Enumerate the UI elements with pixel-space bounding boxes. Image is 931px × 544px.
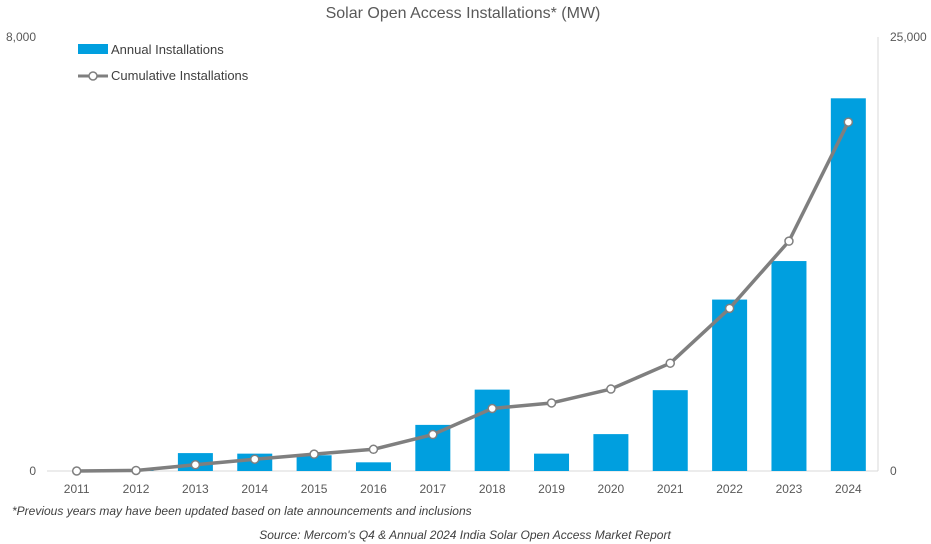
y-left-tick-label: 8,000	[6, 30, 36, 44]
x-tick-label: 2014	[241, 482, 268, 496]
y-right-tick-label: 0	[890, 464, 897, 478]
bar	[355, 462, 391, 471]
x-tick-label: 2018	[479, 482, 506, 496]
legend: Annual Installations Cumulative Installa…	[78, 42, 249, 83]
legend-label-cumulative: Cumulative Installations	[111, 68, 249, 83]
line-point	[665, 358, 675, 368]
line-point	[131, 465, 141, 476]
x-tick-label: 2023	[776, 482, 803, 496]
line-point	[784, 236, 794, 246]
line-series	[71, 117, 854, 476]
x-tick-label: 2022	[716, 482, 743, 496]
line-point	[487, 403, 497, 414]
cumulative-line	[76, 121, 850, 473]
line-point	[428, 429, 438, 440]
y-left-tick-label: 0	[29, 464, 36, 478]
line-point	[724, 303, 735, 314]
line-point	[309, 449, 319, 459]
line-point	[368, 444, 379, 455]
legend-label-annual: Annual Installations	[111, 42, 224, 57]
x-tick-label: 2017	[419, 482, 446, 496]
y-right-tick-label: 25,000	[890, 30, 927, 44]
x-tick-label: 2019	[538, 482, 565, 496]
x-axis-labels: 2011 2012 2013 2014 2015 2016 2017 2018 2019 2020…	[64, 482, 862, 496]
line-point	[546, 398, 557, 408]
x-tick-label: 2021	[657, 482, 684, 496]
bar-series	[118, 98, 866, 472]
x-tick-label: 2013	[182, 482, 209, 496]
bar	[771, 261, 807, 471]
x-tick-label: 2024	[835, 482, 862, 496]
x-tick-label: 2012	[123, 482, 150, 496]
legend-marker-cumulative	[88, 71, 98, 81]
x-tick-label: 2016	[360, 482, 387, 496]
bar	[296, 455, 332, 471]
line-point	[71, 466, 82, 476]
line-point	[190, 460, 201, 470]
bar	[652, 390, 688, 471]
bar	[593, 434, 629, 471]
line-point	[606, 384, 616, 394]
line-point	[250, 454, 260, 464]
bar	[830, 98, 866, 472]
x-tick-label: 2011	[64, 482, 90, 496]
chart-title: Solar Open Access Installations* (MW)	[326, 5, 601, 22]
x-tick-label: 2020	[598, 482, 625, 496]
legend-swatch-annual	[78, 44, 108, 54]
line-point	[843, 117, 854, 127]
footnote: *Previous years may have been updated ba…	[12, 504, 472, 518]
bar	[534, 453, 570, 471]
source-note: Source: Mercom's Q4 & Annual 2024 India …	[259, 528, 671, 542]
x-tick-label: 2015	[301, 482, 328, 496]
bar	[712, 299, 748, 471]
bar	[474, 389, 510, 471]
